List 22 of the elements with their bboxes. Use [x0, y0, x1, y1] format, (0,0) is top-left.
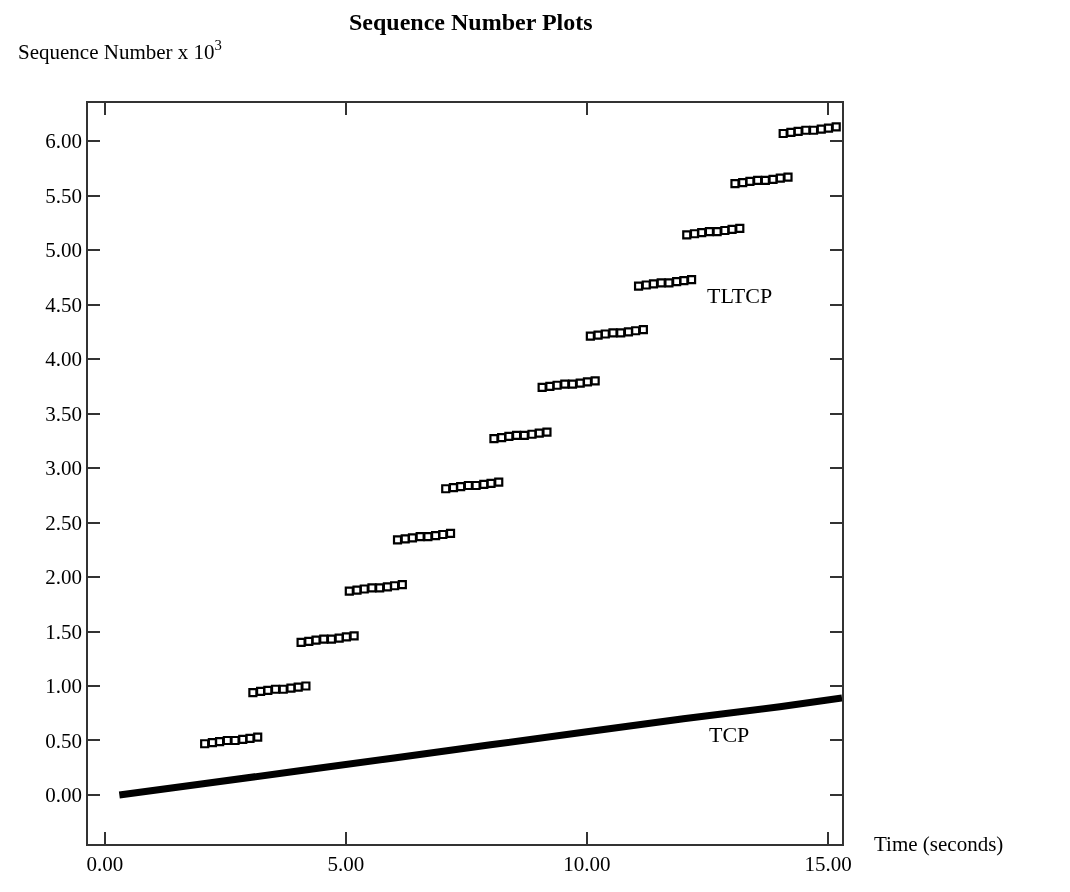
y-tick-label: 1.50 [45, 619, 83, 644]
x-tick-label: 10.00 [563, 851, 611, 876]
y-tick-label: 0.00 [45, 783, 83, 808]
chart-title: Sequence Number Plots [349, 9, 593, 36]
y-tick-label: 5.50 [45, 183, 83, 208]
y-tick-label: 0.50 [45, 728, 83, 753]
y-tick-label: 1.00 [45, 674, 83, 699]
series-label: TCP [709, 722, 750, 747]
series-label: TLTCP [707, 283, 773, 308]
x-tick-label: 0.00 [86, 851, 124, 876]
y-tick-label: 4.00 [45, 347, 83, 372]
y-tick-label: 5.00 [45, 238, 83, 263]
y-tick-label: 3.50 [45, 401, 83, 426]
y-axis-title: Sequence Number x 10$^{3}$ [18, 37, 222, 64]
x-axis-title: Time (seconds) [874, 832, 1004, 856]
x-tick-label: 5.00 [327, 851, 365, 876]
x-tick-label: 15.00 [804, 851, 852, 876]
y-tick-label: 2.50 [45, 510, 83, 535]
y-tick-label: 3.00 [45, 456, 83, 481]
y-tick-label: 6.00 [45, 129, 83, 154]
y-tick-label: 4.50 [45, 292, 83, 317]
y-tick-label: 2.00 [45, 565, 83, 590]
